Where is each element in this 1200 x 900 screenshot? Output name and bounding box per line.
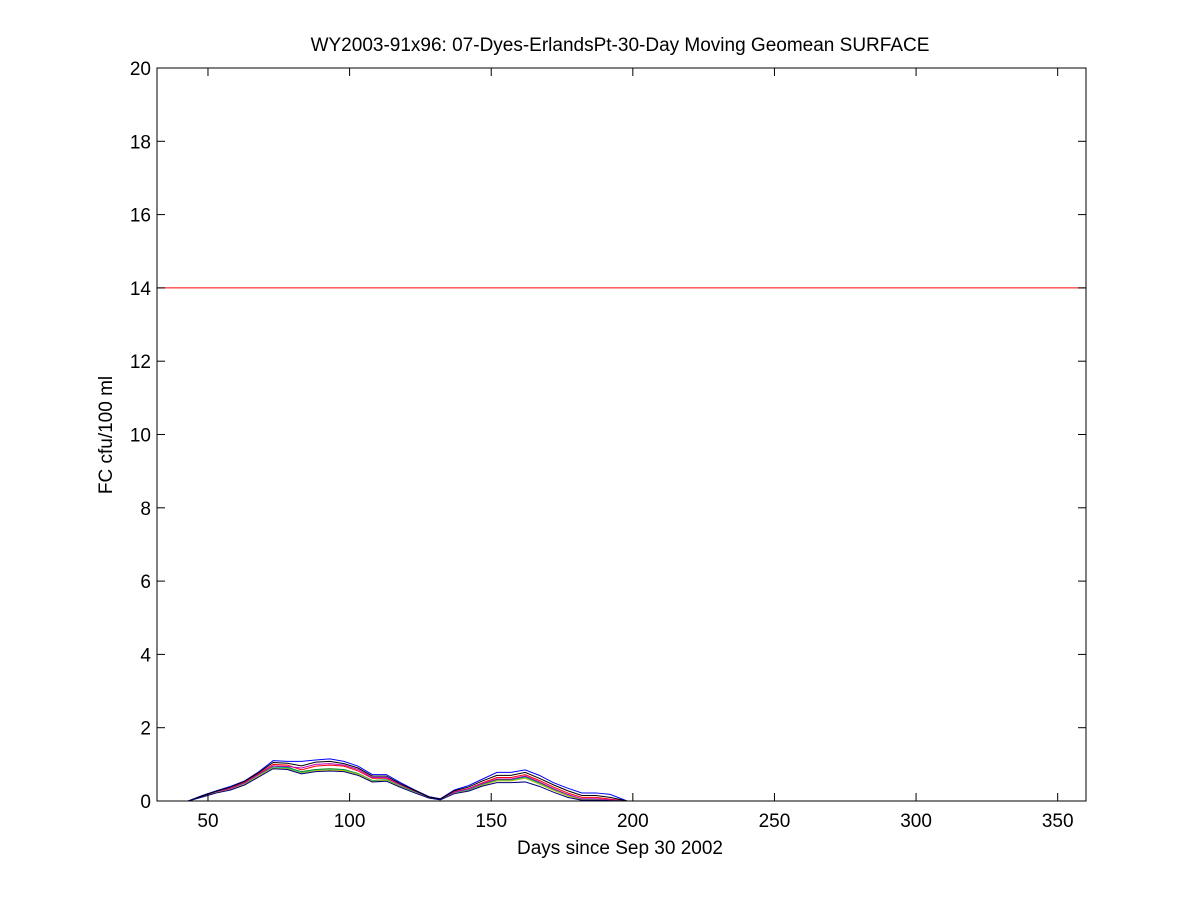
x-axis-ticks: 50 100 150 200 250 300 350 — [197, 68, 1074, 832]
axes-frame — [156, 67, 1087, 802]
x-tick-label: 50 — [197, 811, 218, 832]
x-tick-label: 350 — [1042, 811, 1074, 832]
y-tick-label: 2 — [140, 719, 151, 740]
y-tick-label: 6 — [140, 572, 151, 593]
y-tick-label: 12 — [130, 352, 151, 373]
x-tick-label: 300 — [900, 811, 932, 832]
y-tick-label: 8 — [140, 499, 151, 520]
chart-title: WY2003-91x96: 07-Dyes-ErlandsPt-30-Day M… — [311, 35, 930, 56]
y-tick-label: 20 — [130, 59, 151, 80]
x-tick-label: 200 — [617, 811, 649, 832]
x-axis-label: Days since Sep 30 2002 — [517, 838, 723, 859]
y-tick-label: 0 — [140, 792, 151, 813]
series-line-8 — [188, 768, 628, 802]
series-line-1 — [187, 758, 628, 802]
series-line-7 — [187, 760, 628, 802]
x-tick-label: 100 — [334, 811, 366, 832]
x-tick-label: 150 — [475, 811, 507, 832]
y-tick-label: 16 — [130, 206, 151, 227]
series-layer — [187, 758, 628, 802]
y-axis-label: FC cfu/100 ml — [96, 376, 117, 494]
y-tick-label: 4 — [140, 645, 151, 666]
y-tick-label: 14 — [130, 279, 152, 300]
y-tick-label: 18 — [130, 132, 151, 153]
y-tick-label: 10 — [130, 426, 151, 447]
y-axis-ticks: 0 2 4 6 8 10 12 14 16 18 20 — [130, 59, 1086, 813]
series-line-5 — [188, 763, 628, 802]
x-tick-label: 250 — [759, 811, 791, 832]
plot-area — [157, 68, 1086, 801]
